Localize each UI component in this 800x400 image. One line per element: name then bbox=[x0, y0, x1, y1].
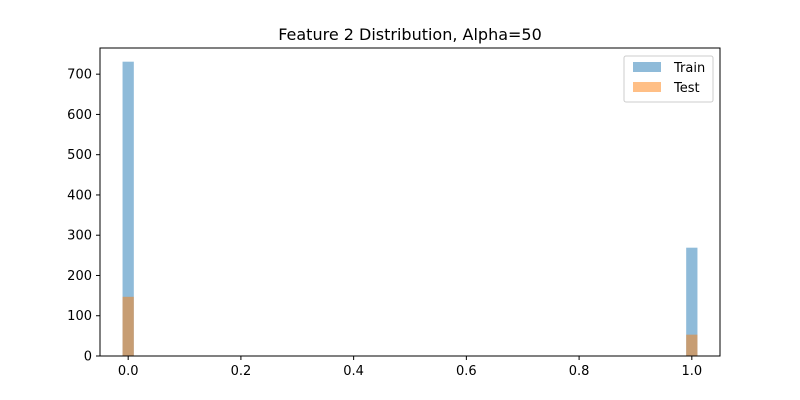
legend-label-train: Train bbox=[673, 61, 705, 76]
x-tick-label: 1.0 bbox=[681, 364, 702, 379]
bar-test-0 bbox=[122, 296, 134, 356]
bars-layer bbox=[122, 61, 698, 356]
y-tick-label: 600 bbox=[67, 108, 92, 123]
y-tick-label: 0 bbox=[84, 350, 92, 365]
y-tick-label: 700 bbox=[67, 68, 92, 83]
bar-train-1 bbox=[686, 247, 698, 356]
y-tick-label: 100 bbox=[67, 309, 92, 324]
y-tick-label: 200 bbox=[67, 269, 92, 284]
y-tick-label: 500 bbox=[67, 148, 92, 163]
y-tick-label: 400 bbox=[67, 188, 92, 203]
x-tick-label: 0.6 bbox=[456, 364, 477, 379]
chart-title: Feature 2 Distribution, Alpha=50 bbox=[278, 25, 542, 44]
x-tick-label: 0.8 bbox=[569, 364, 590, 379]
legend: Train Test bbox=[623, 55, 714, 103]
x-tick-label: 0.2 bbox=[231, 364, 252, 379]
x-axis: 0.0 0.2 0.4 0.6 0.8 1.0 bbox=[118, 356, 702, 379]
y-tick-label: 300 bbox=[67, 229, 92, 244]
legend-swatch-test bbox=[633, 82, 661, 92]
bar-test-1 bbox=[686, 334, 698, 356]
legend-swatch-train bbox=[633, 62, 661, 72]
x-tick-label: 0.0 bbox=[118, 364, 139, 379]
plot-area-frame bbox=[99, 47, 721, 357]
legend-label-test: Test bbox=[673, 81, 700, 96]
y-axis: 0 100 200 300 400 500 600 700 bbox=[67, 68, 100, 365]
bar-train-0 bbox=[122, 61, 134, 356]
x-tick-label: 0.4 bbox=[343, 364, 364, 379]
